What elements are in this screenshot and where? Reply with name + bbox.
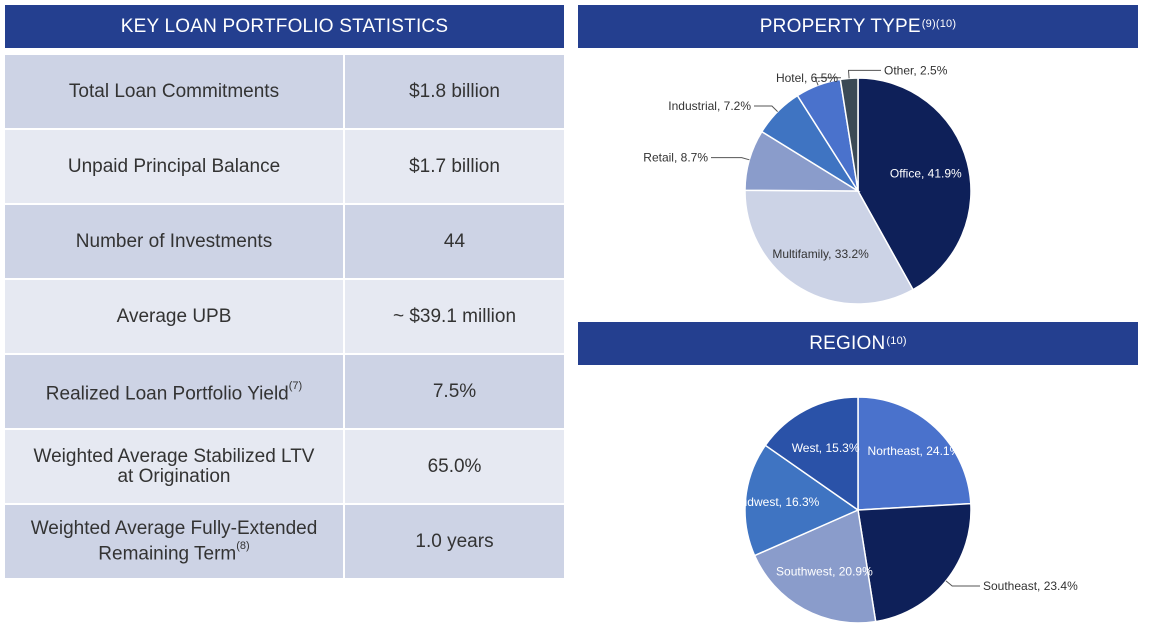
pie-slice-office xyxy=(857,77,972,291)
slice-label-other: Other, 2.5% xyxy=(884,63,948,77)
slice-label-southeast: Southeast, 23.4% xyxy=(983,579,1078,593)
leader-line-industrial xyxy=(754,105,778,112)
slice-label-midwest: Midwest, 16.3% xyxy=(735,495,820,509)
stat-value: ~ $39.1 million xyxy=(344,279,564,355)
stat-value: 44 xyxy=(344,204,564,280)
slice-label-multifamily: Multifamily, 33.2% xyxy=(772,247,869,261)
pie-slice-southeast xyxy=(857,502,972,623)
table-row: Weighted Average Fully-Extended Remainin… xyxy=(5,504,564,580)
stat-label-cell: Realized Loan Portfolio Yield(7) xyxy=(5,354,345,430)
stat-label: Total Loan Commitments xyxy=(5,55,345,130)
stat-label: Weighted Average Fully-Extended Remainin… xyxy=(30,517,318,565)
stats-table: Total Loan Commitments $1.8 billion Unpa… xyxy=(5,55,564,580)
stat-label: Unpaid Principal Balance xyxy=(5,129,345,205)
region-header: REGION (10) xyxy=(578,322,1138,365)
table-row: Realized Loan Portfolio Yield(7) 7.5% xyxy=(5,354,564,430)
leader-line-other xyxy=(847,69,881,79)
stat-label: Number of Investments xyxy=(5,204,345,280)
stat-value: 7.5% xyxy=(344,354,564,430)
leader-line-hotel xyxy=(814,77,841,86)
footnote-marker: (7) xyxy=(288,379,303,392)
stat-value: $1.7 billion xyxy=(344,129,564,205)
table-row: Total Loan Commitments $1.8 billion xyxy=(5,55,564,130)
leader-line-retail xyxy=(711,157,750,161)
slice-label-west: West, 15.3% xyxy=(792,441,860,455)
slice-label-industrial: Industrial, 7.2% xyxy=(668,99,751,113)
footnote-marker: (9)(10) xyxy=(921,17,957,30)
region-title: REGION xyxy=(809,332,886,354)
pie-slice-west xyxy=(764,396,859,512)
pie-slice-southwest xyxy=(753,508,877,624)
stat-label: Weighted Average Stabilized LTV at Origi… xyxy=(5,429,345,505)
slice-label-office: Office, 41.9% xyxy=(890,166,962,180)
table-row: Number of Investments 44 xyxy=(5,204,564,280)
property-type-pie-chart: Office, 41.9% Multifamily, 33.2% Retail, 8… xyxy=(643,63,972,305)
pie-slice-northeast xyxy=(857,396,972,511)
stat-value: 65.0% xyxy=(344,429,564,505)
property-type-title: PROPERTY TYPE xyxy=(759,15,921,37)
leader-line-southeast xyxy=(945,580,980,587)
stat-value: $1.8 billion xyxy=(344,55,564,130)
table-row: Weighted Average Stabilized LTV at Origi… xyxy=(5,429,564,505)
table-row: Unpaid Principal Balance $1.7 billion xyxy=(5,129,564,205)
pie-slice-multifamily xyxy=(744,189,915,305)
pie-slice-other xyxy=(839,77,859,192)
table-row: Average UPB ~ $39.1 million xyxy=(5,279,564,355)
property-type-header: PROPERTY TYPE (9)(10) xyxy=(578,5,1138,48)
stat-label-cell: Weighted Average Fully-Extended Remainin… xyxy=(5,504,345,580)
region-pie-chart: Northeast, 24.1% Southeast, 23.4% Southwes… xyxy=(735,396,1078,624)
slice-label-northeast: Northeast, 24.1% xyxy=(868,444,961,458)
slice-label-southwest: Southwest, 20.9% xyxy=(776,565,873,579)
stats-title: KEY LOAN PORTFOLIO STATISTICS xyxy=(120,15,449,37)
stats-header: KEY LOAN PORTFOLIO STATISTICS xyxy=(5,5,564,48)
pie-slice-midwest xyxy=(744,444,860,557)
stat-label: Realized Loan Portfolio Yield xyxy=(45,383,289,405)
slice-label-hotel: Hotel, 6.5% xyxy=(776,71,838,85)
footnote-marker: (8) xyxy=(236,539,250,552)
footnote-marker: (10) xyxy=(886,334,907,347)
slice-label-retail: Retail, 8.7% xyxy=(643,151,708,165)
stat-value: 1.0 years xyxy=(344,504,564,580)
stat-label: Average UPB xyxy=(5,279,345,355)
